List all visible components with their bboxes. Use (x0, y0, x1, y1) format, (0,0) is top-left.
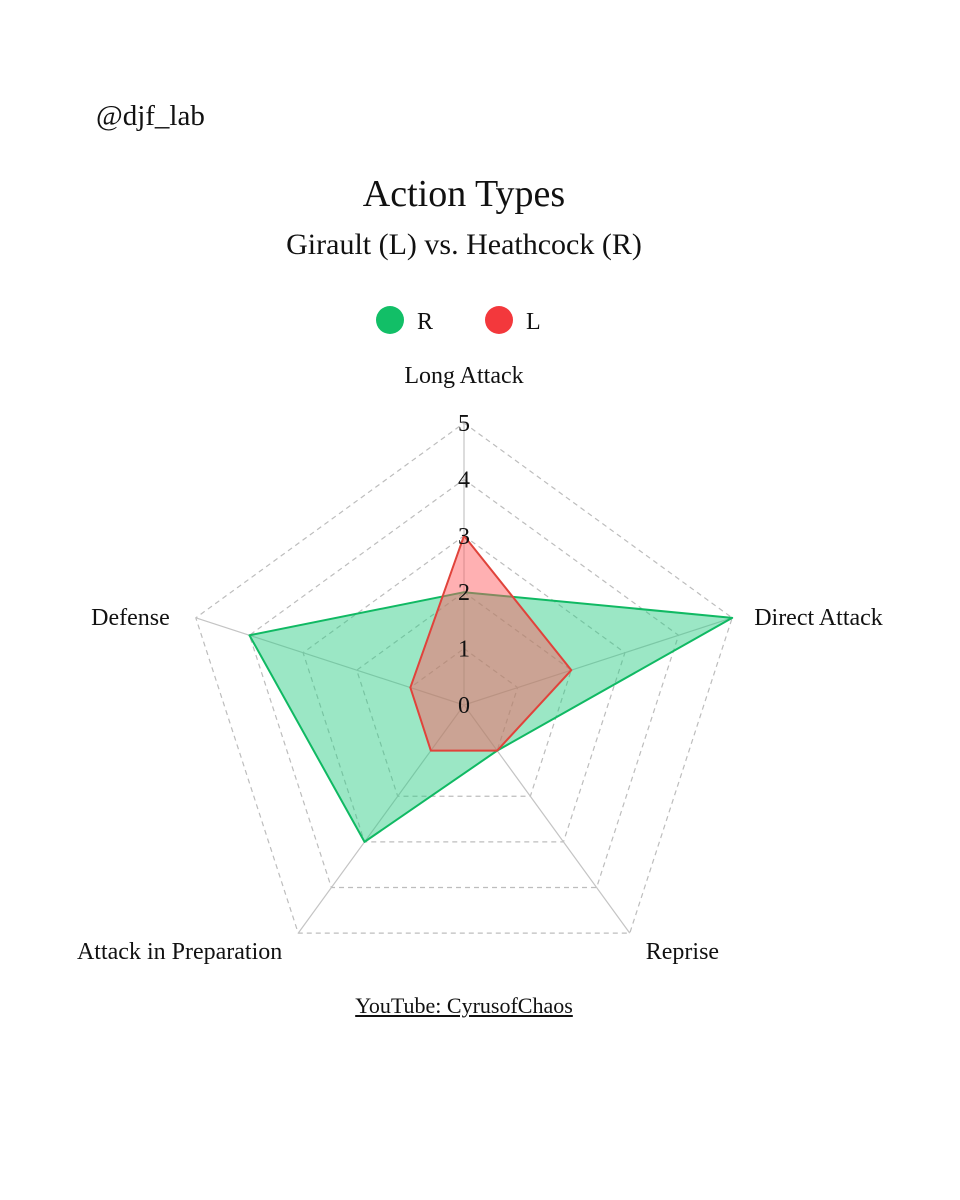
radial-tick-labels: 0 1 2 3 4 5 (458, 411, 470, 719)
legend-swatch-r (376, 306, 404, 334)
axis-labels: Long Attack Direct Attack Reprise Attack in… (77, 363, 883, 965)
grid-ring (195, 422, 733, 934)
axis-label: Direct Attack (754, 605, 883, 631)
axis-label: Reprise (646, 939, 719, 965)
tick-label: 1 (458, 637, 470, 663)
axis-label: Defense (91, 605, 170, 631)
series-area-r (248, 591, 734, 843)
tick-label: 3 (458, 524, 470, 550)
legend-label-r: R (417, 309, 433, 335)
tick-label: 0 (458, 693, 470, 719)
legend-label-l: L (526, 309, 541, 335)
tick-label: 4 (458, 467, 470, 493)
chart-title: Action Types (362, 173, 566, 215)
grid-ring (356, 591, 572, 797)
grid-spoke (195, 617, 465, 706)
axis-label: Long Attack (404, 363, 523, 389)
credit-link[interactable]: YouTube: CyrusofChaos (355, 993, 573, 1018)
radar-series (248, 534, 734, 843)
legend-swatch-l (485, 306, 513, 334)
grid-spoke (297, 704, 465, 934)
grid-spoke (463, 617, 733, 706)
grid-spoke (463, 704, 631, 934)
axis-label: Attack in Preparation (77, 939, 282, 965)
chart-subtitle: Girault (L) vs. Heathcock (R) (286, 228, 642, 261)
series-area-l (409, 534, 573, 752)
tick-label: 2 (458, 580, 470, 606)
radar-grid (195, 422, 733, 934)
grid-ring (302, 535, 626, 843)
watermark-handle: @djf_lab (96, 100, 205, 132)
tick-label: 5 (458, 411, 470, 437)
